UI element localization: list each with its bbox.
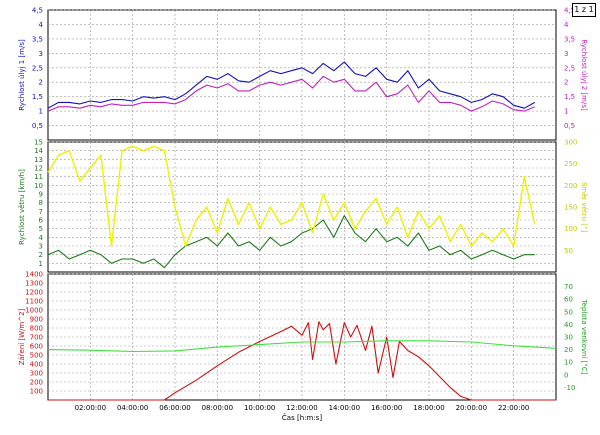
y-tick-label-right: 4,5 (564, 7, 575, 15)
x-tick-label: 22:00:00 (498, 404, 529, 412)
y-tick-label-right: 250 (564, 160, 577, 168)
y-tick-label-left: 2 (39, 79, 43, 87)
y-tick-label-right: 0 (564, 371, 568, 379)
y-tick-label-right: 1 (564, 108, 568, 116)
y-tick-label-right: 200 (564, 182, 577, 190)
y-tick-label-left: 1100 (25, 298, 43, 306)
page-label: 1 z 1 (572, 3, 596, 17)
x-tick-label: 10:00:00 (244, 404, 275, 412)
y-tick-label-right: 60 (564, 296, 573, 304)
y-tick-label-left: 500 (30, 352, 43, 360)
y-axis-label-left: Záření [W/m^2] (18, 308, 26, 365)
y-tick-label-left: 400 (30, 361, 43, 369)
y-tick-label-left: 3 (39, 243, 43, 251)
y-tick-label-right: -10 (564, 384, 575, 392)
y-tick-label-left: 1200 (25, 289, 43, 297)
y-tick-label-right: 30 (564, 334, 573, 342)
y-axis-label-right: Rychlost úlyj 2 [m/s] (580, 39, 588, 111)
x-tick-label: 02:00:00 (75, 404, 106, 412)
y-tick-label-left: 4 (39, 234, 44, 242)
y-tick-label-right: 150 (564, 204, 577, 212)
y-tick-label-left: 11 (34, 173, 43, 181)
y-tick-label-left: 13 (34, 156, 43, 164)
y-tick-label-left: 14 (34, 147, 43, 155)
y-tick-label-right: 3 (564, 50, 568, 58)
y-tick-label-left: 1400 (25, 271, 43, 279)
y-tick-label-left: 12 (34, 165, 43, 173)
y-tick-label-left: 300 (30, 370, 43, 378)
y-tick-label-left: 100 (30, 388, 43, 396)
y-tick-label-right: 1,5 (564, 93, 575, 101)
series-line-1-2 (47, 75, 536, 112)
y-tick-label-left: 6 (39, 217, 44, 225)
y-tick-label-left: 700 (30, 334, 43, 342)
y-tick-label-left: 2 (39, 251, 43, 259)
y-tick-label-left: 3 (39, 50, 43, 58)
y-tick-label-right: 100 (564, 225, 577, 233)
y-axis-label-right: Teplota venkovní [°C] (580, 299, 588, 375)
y-tick-label-right: 20 (564, 346, 573, 354)
y-tick-label-right: 4 (564, 21, 569, 29)
x-tick-label: 16:00:00 (371, 404, 402, 412)
y-axis-label-left: Rychlost větru [km/h] (18, 169, 26, 245)
y-tick-label-right: 50 (564, 247, 573, 255)
series-line-2-1 (47, 215, 535, 269)
y-tick-label-right: 50 (564, 308, 573, 316)
y-tick-label-right: 2 (564, 79, 568, 87)
y-tick-label-right: 70 (564, 283, 573, 291)
x-tick-label: 08:00:00 (202, 404, 233, 412)
x-tick-label: 04:00:00 (117, 404, 148, 412)
y-tick-label-right: 2,5 (564, 64, 575, 72)
y-tick-label-left: 1300 (25, 280, 43, 288)
y-tick-label-left: 1000 (25, 307, 43, 315)
x-tick-label: 06:00:00 (159, 404, 190, 412)
y-tick-label-left: 600 (30, 343, 43, 351)
y-axis-label-left: Rychlost úlyj 1 [m/s] (18, 39, 26, 111)
y-tick-label-right: 0,5 (564, 122, 575, 130)
series-line-3-1 (48, 321, 556, 401)
y-tick-label-left: 1 (39, 108, 43, 116)
y-tick-label-left: 200 (30, 379, 43, 387)
y-tick-label-left: 800 (30, 325, 43, 333)
y-tick-label-left: 4,5 (32, 7, 43, 15)
x-tick-label: 20:00:00 (456, 404, 487, 412)
x-axis-label: Čas [h:m:s] (282, 413, 322, 422)
y-tick-label-right: 10 (564, 359, 573, 367)
y-tick-label-left: 9 (39, 191, 43, 199)
y-tick-label-left: 7 (39, 208, 43, 216)
y-tick-label-left: 0,5 (32, 122, 43, 130)
x-tick-label: 18:00:00 (413, 404, 444, 412)
x-tick-label: 14:00:00 (329, 404, 360, 412)
y-tick-label-right: 40 (564, 321, 573, 329)
y-tick-label-left: 4 (39, 21, 44, 29)
y-tick-label-left: 10 (34, 182, 43, 190)
y-tick-label-left: 1,5 (32, 93, 43, 101)
y-tick-label-right: 300 (564, 139, 577, 147)
y-tick-label-left: 5 (39, 225, 43, 233)
x-tick-label: 12:00:00 (286, 404, 317, 412)
y-tick-label-left: 2,5 (32, 64, 43, 72)
series-line-2-2 (47, 145, 536, 247)
y-tick-label-left: 1 (39, 260, 43, 268)
y-axis-label-right: Směr větru [°] (580, 182, 588, 233)
y-tick-label-right: 3,5 (564, 35, 575, 43)
y-tick-label-left: 8 (39, 199, 43, 207)
y-tick-label-left: 15 (34, 139, 43, 147)
y-tick-label-left: 3,5 (32, 35, 43, 43)
series-line-1-1 (47, 61, 536, 109)
y-tick-label-left: 900 (30, 316, 43, 324)
series-line-3-2 (47, 340, 557, 353)
